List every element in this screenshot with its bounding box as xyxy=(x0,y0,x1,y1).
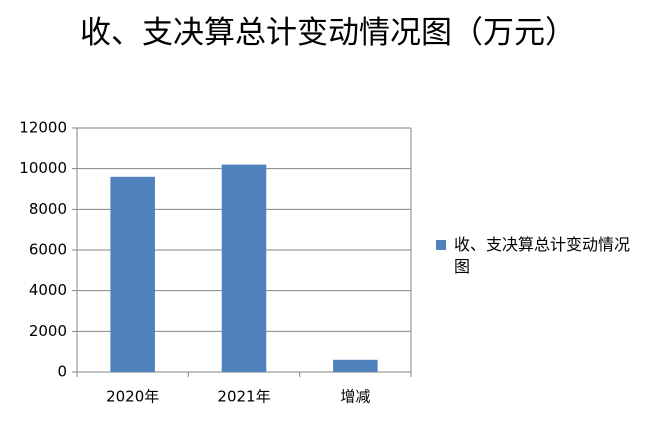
legend-label: 收、支决算总计变动情况图 xyxy=(454,235,631,276)
bar xyxy=(333,359,378,372)
y-tick-label: 6000 xyxy=(29,241,67,259)
y-tick-label: 4000 xyxy=(29,281,67,299)
legend: 收、支决算总计变动情况图 xyxy=(436,234,636,278)
x-tick-label: 2020年 xyxy=(106,388,159,406)
chart-title: 收、支决算总计变动情况图（万元） xyxy=(80,15,576,51)
y-tick-label: 8000 xyxy=(29,200,67,218)
bar xyxy=(221,164,267,372)
legend-swatch xyxy=(436,240,446,250)
y-tick-label: 0 xyxy=(57,363,67,381)
y-tick-label: 10000 xyxy=(19,159,67,177)
x-tick-label: 2021年 xyxy=(217,388,270,406)
bar xyxy=(110,176,155,372)
x-tick-label: 增减 xyxy=(340,388,370,406)
y-tick-label: 2000 xyxy=(29,322,67,340)
y-tick-label: 12000 xyxy=(19,119,67,137)
